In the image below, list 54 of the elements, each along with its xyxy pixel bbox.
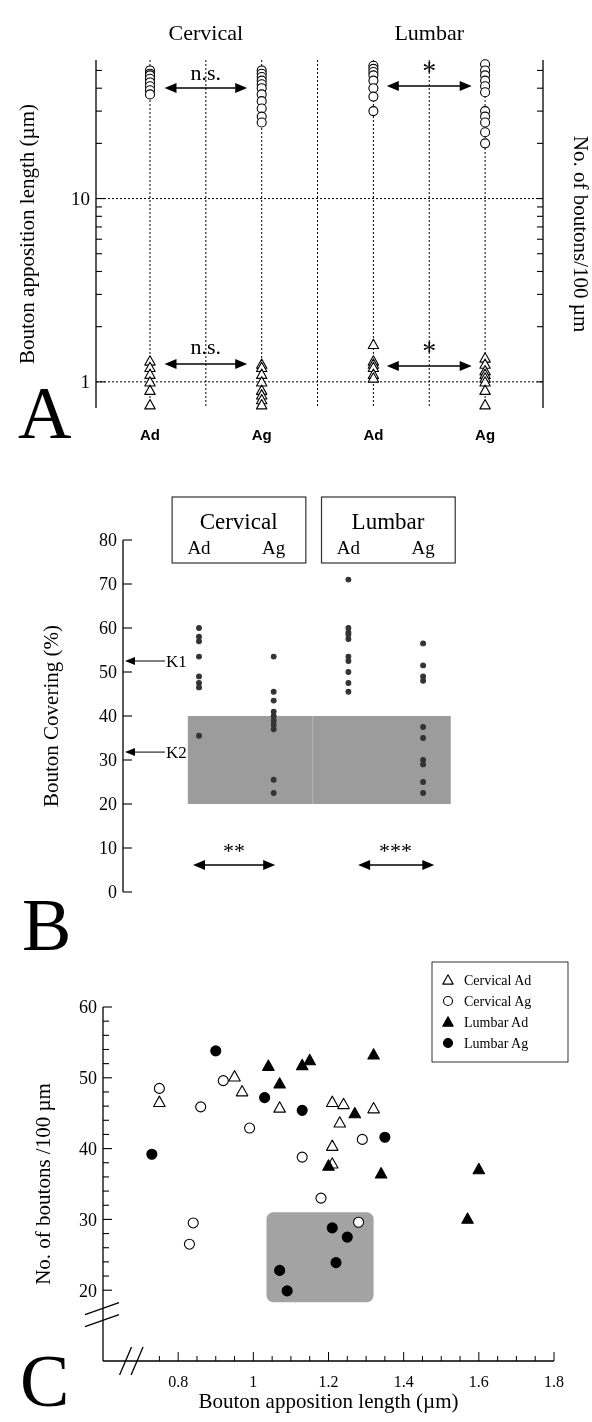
y-tick-label: 30: [99, 750, 117, 771]
legend-label: Cervical Ad: [464, 972, 532, 988]
annotation: **: [223, 838, 246, 863]
y-tick-label: 10: [71, 188, 90, 210]
y-tick-label: 0: [108, 882, 117, 903]
text: B: [22, 884, 72, 966]
text: C: [20, 1340, 70, 1422]
y-tick-label: 40: [79, 1138, 97, 1159]
x-tick-label: 1.8: [544, 1373, 564, 1390]
annotation: ***: [378, 838, 412, 863]
y-axis-title: Bouton Covering (%): [39, 625, 63, 807]
y-tick-label: 70: [99, 574, 117, 595]
y-tick-label: 30: [79, 1209, 97, 1230]
x-tick-label: 1.4: [393, 1373, 414, 1390]
x-tick-label: 1.6: [468, 1373, 489, 1390]
y-tick-label: 80: [99, 530, 117, 551]
ref-line-label: K1: [166, 651, 187, 671]
y-axis-title: No. of boutons /100 µm: [31, 1083, 55, 1285]
chart-title: Lumbar: [394, 20, 465, 45]
x-tick-label: Ag: [475, 426, 496, 443]
chart-title: Lumbar: [351, 509, 425, 534]
legend-label: Lumbar Ad: [464, 1014, 529, 1030]
chart-title: Cervical: [168, 20, 244, 45]
x-tick-label: 1.2: [318, 1373, 339, 1390]
y-tick-label: 50: [79, 1068, 97, 1089]
y-tick-label: 60: [79, 997, 97, 1018]
text: A: [18, 372, 72, 454]
y-tick-label: 1: [80, 371, 90, 393]
annotation: n.s.: [190, 60, 222, 85]
legend-label: Lumbar Ag: [464, 1035, 529, 1051]
y-tick-label: 10: [99, 838, 117, 859]
x-tick-label: Ad: [187, 537, 212, 558]
x-tick-label: Ad: [363, 426, 384, 443]
annotation: *: [422, 335, 437, 366]
x-tick-label: Ag: [251, 426, 272, 443]
ref-line-label: K2: [166, 743, 187, 763]
x-tick-label: Ad: [336, 537, 361, 558]
y-tick-label: 50: [99, 662, 117, 683]
x-tick-label: 0.8: [168, 1373, 189, 1390]
x-tick-label: Ad: [140, 426, 160, 443]
y-axis-title: Bouton apposition length (µm): [15, 104, 39, 364]
annotation: n.s.: [190, 334, 222, 359]
x-axis-title: Bouton apposition length (µm): [198, 1389, 459, 1413]
chart-title: Cervical: [199, 509, 278, 534]
y-tick-label: 60: [99, 618, 117, 639]
x-tick-label: Ag: [411, 537, 436, 558]
x-tick-label: 1: [249, 1373, 258, 1390]
y2-axis-title: No. of boutons/100 µm: [569, 135, 592, 333]
y-tick-label: 20: [79, 1280, 97, 1301]
x-tick-label: Ag: [262, 537, 286, 558]
y-tick-label: 40: [99, 706, 117, 727]
y-tick-label: 20: [99, 794, 117, 815]
legend-label: Cervical Ag: [464, 993, 532, 1009]
annotation: *: [422, 55, 437, 86]
